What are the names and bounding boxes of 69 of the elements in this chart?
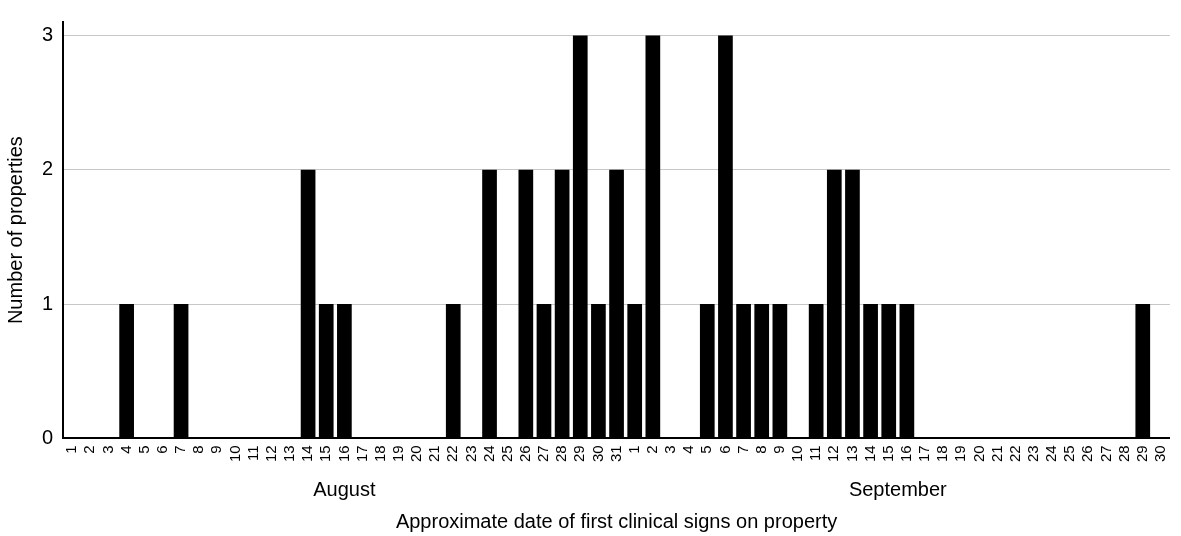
x-tick-label: 4	[679, 445, 697, 454]
x-tick-label: 31	[606, 445, 624, 462]
x-tick-label: 6	[715, 445, 733, 454]
x-tick-label: 27	[1096, 445, 1114, 462]
text: September	[848, 477, 948, 500]
x-tick-label: 14	[860, 445, 878, 462]
x-tick-label: 9	[207, 445, 225, 454]
y-tick-label: 1	[42, 291, 54, 314]
x-tick-label: 3	[661, 445, 679, 454]
y-tick-label: 3	[42, 22, 54, 45]
x-tick-label: 21	[987, 445, 1005, 462]
x-tick-label: 23	[1024, 445, 1042, 462]
x-tick-label: 28	[552, 445, 570, 462]
x-tick-label: 17	[352, 445, 370, 462]
x-tick-label: 26	[1078, 445, 1096, 462]
x-tick-label: 11	[806, 445, 824, 461]
x-tick-label: 27	[534, 445, 552, 462]
x-tick-label: 2	[642, 445, 660, 454]
x-tick-label: 15	[316, 445, 334, 462]
x-tick-label: 8	[751, 445, 769, 454]
x-tick-label: 5	[134, 445, 152, 454]
x-tick-label: 16	[334, 445, 352, 462]
x-tick-label: 24	[1042, 445, 1060, 462]
x-tick-label: 22	[1005, 445, 1023, 462]
x-tick-label: 21	[425, 445, 443, 462]
x-tick-label: 10	[225, 445, 243, 462]
x-tick-label: 8	[189, 445, 207, 454]
x-tick-label: 17	[915, 445, 933, 462]
x-tick-label: 7	[171, 445, 189, 454]
x-tick-label: 12	[261, 445, 279, 462]
x-tick-label: 12	[824, 445, 842, 462]
x-tick-label: 20	[407, 445, 425, 462]
x-tick-label: 14	[298, 445, 316, 462]
x-tick-label: 19	[951, 445, 969, 462]
x-tick-label: 4	[116, 445, 134, 454]
x-tick-label: 30	[588, 445, 606, 462]
y-tick-label: 2	[42, 157, 54, 180]
x-tick-label: 29	[1132, 445, 1150, 462]
x-tick-label: 5	[697, 445, 715, 454]
x-tick-label: 18	[933, 445, 951, 462]
x-tick-label: 10	[788, 445, 806, 462]
x-tick-label: 26	[515, 445, 533, 462]
x-tick-label: 13	[842, 445, 860, 462]
x-tick-label: 1	[624, 445, 642, 454]
x-tick-label: 11	[243, 445, 261, 461]
x-tick-label: 2	[80, 445, 98, 454]
x-tick-label: 25	[497, 445, 515, 462]
x-tick-label: 1	[62, 445, 80, 454]
y-axis-title: Number of properties	[3, 136, 26, 325]
x-tick-label: 24	[479, 445, 497, 462]
x-tick-label: 22	[443, 445, 461, 462]
x-tick-label: 20	[969, 445, 987, 462]
x-tick-label: 16	[897, 445, 915, 462]
x-tick-label: 29	[570, 445, 588, 462]
x-tick-label: 28	[1114, 445, 1132, 462]
x-tick-label: 6	[153, 445, 171, 454]
x-tick-label: 19	[388, 445, 406, 462]
x-tick-label: 9	[770, 445, 788, 454]
y-tick-label: 0	[42, 425, 54, 448]
x-tick-label: 3	[98, 445, 116, 454]
x-tick-label: 30	[1151, 445, 1169, 462]
x-tick-label: 23	[461, 445, 479, 462]
x-tick-label: 7	[733, 445, 751, 454]
x-axis-title: Approximate date of first clinical signs on property	[395, 509, 838, 532]
x-tick-label: 18	[370, 445, 388, 462]
text: August	[313, 477, 376, 500]
x-tick-label: 25	[1060, 445, 1078, 462]
x-tick-label: 13	[280, 445, 298, 462]
x-tick-label: 15	[878, 445, 896, 462]
